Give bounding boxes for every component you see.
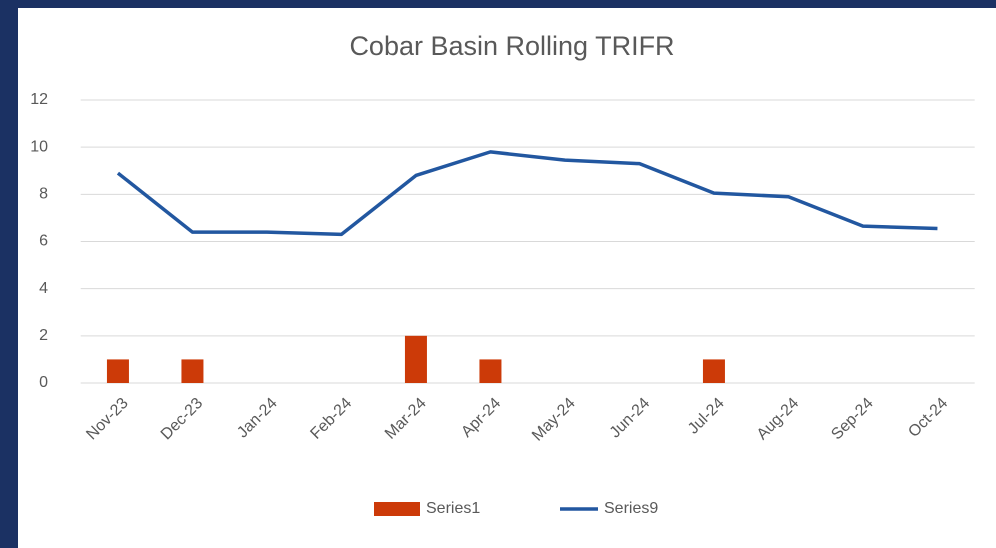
x-tick-label: Mar-24 [382, 395, 430, 443]
y-tick-label: 0 [39, 374, 48, 391]
legend-label: Series9 [604, 500, 658, 517]
bar [479, 359, 502, 383]
y-tick-label: 10 [30, 138, 48, 155]
legend-swatch [374, 502, 420, 516]
chart-title: Cobar Basin Rolling TRIFR [349, 31, 674, 61]
x-tick-label: Nov-23 [83, 395, 132, 444]
y-tick-label: 12 [30, 91, 48, 108]
bar [181, 359, 204, 383]
x-tick-label: Oct-24 [905, 395, 951, 441]
y-tick-label: 4 [39, 280, 48, 297]
legend-label: Series1 [426, 500, 480, 517]
y-tick-label: 8 [39, 186, 48, 203]
y-tick-label: 6 [39, 233, 48, 250]
x-tick-label: May-24 [529, 395, 579, 445]
line [116, 150, 938, 237]
x-tick-label: Sep-24 [828, 395, 877, 444]
bar [404, 335, 427, 383]
bar [106, 359, 129, 383]
x-tick-label: Apr-24 [458, 395, 504, 441]
x-tick-label: Feb-24 [307, 395, 355, 443]
x-tick-label: Jun-24 [607, 395, 654, 442]
y-tick-label: 2 [39, 327, 48, 344]
x-tick-label: Dec-23 [158, 395, 207, 444]
chart: Cobar Basin Rolling TRIFR 0 2 4 6 8 10 12 Nov-2… [18, 8, 996, 548]
x-tick-label: Aug-24 [754, 395, 803, 444]
x-tick-label: Jan-24 [234, 395, 281, 442]
x-tick-label: Jul-24 [685, 395, 728, 438]
bar [702, 359, 725, 383]
